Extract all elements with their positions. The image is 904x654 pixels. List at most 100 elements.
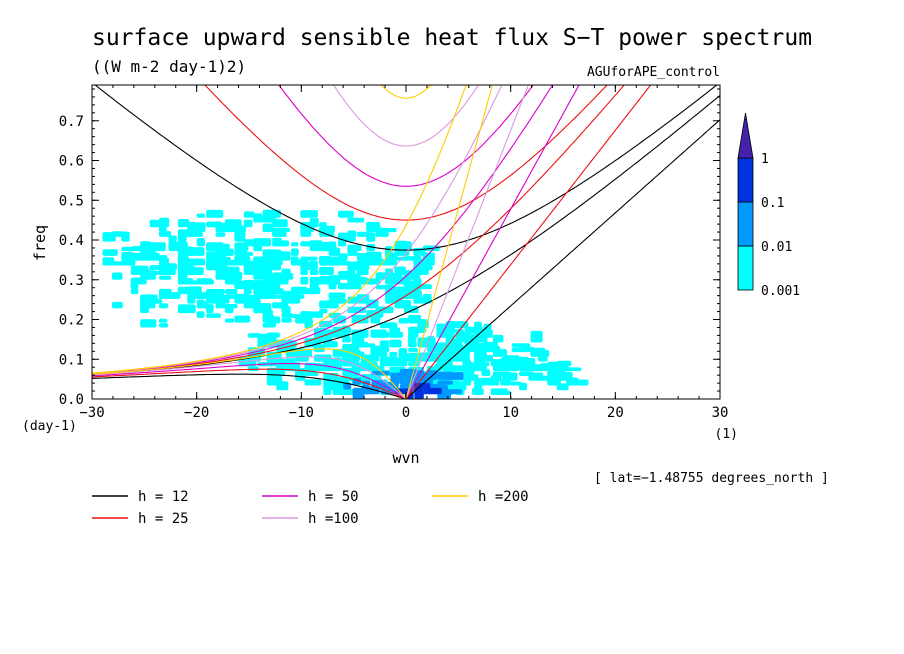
power-cell [290,242,299,247]
x-tick-label: −20 [184,405,209,421]
legend-item: h =200 [432,489,529,505]
rossby-curve-h100 [92,356,407,399]
power-cell [379,340,389,348]
power-cell [319,308,328,314]
power-cell [177,304,196,314]
power-cell [177,241,188,252]
power-cell [300,256,318,261]
power-cell [537,354,548,362]
power-cell [422,252,435,261]
power-cell [290,256,299,261]
power-cell [328,292,346,299]
power-cell [187,258,206,266]
power-cell [366,278,381,285]
power-cell [272,240,285,247]
y-tick-label: 0.7 [59,114,84,130]
colorbar-label: 0.1 [761,196,784,211]
power-cell [187,247,205,256]
power-cell [304,379,322,386]
power-cell [187,232,203,237]
power-cell [380,381,394,390]
power-cell [462,367,475,376]
power-cell [471,387,481,396]
legend-label: h = 12 [138,489,189,505]
power-cell [187,286,202,295]
power-heatmap [102,209,589,399]
power-cell [379,322,398,329]
power-cell [366,243,376,252]
power-cell [483,341,498,348]
power-cell [332,349,345,357]
power-cell [313,344,325,353]
power-cell [140,268,151,275]
x-tick-label: −10 [289,405,314,421]
kelvin-curve-h50 [405,85,580,399]
power-cell [177,219,190,228]
power-cell [509,365,520,372]
power-cell [206,304,214,314]
rossby-curve-h200 [92,348,407,399]
latitude-footnote: [ lat=−1.48755 degrees_north ] [594,471,829,486]
power-cell [511,343,531,348]
power-cell [262,309,273,318]
power-cell [253,238,272,247]
power-cell [347,217,365,223]
power-cell [509,381,523,386]
ig-curve-h50 [278,85,534,187]
power-cell [556,360,572,367]
power-cell [403,305,419,314]
power-cell [158,255,168,261]
dispersion-25 [92,85,652,399]
ig-curve-h100 [332,85,480,147]
power-cell [464,333,475,343]
power-cell [398,317,409,324]
power-cell [389,331,404,338]
y-tick-label: 0.4 [59,233,84,249]
power-cell [423,387,442,395]
power-cell [102,257,115,266]
power-cell [319,320,333,328]
power-cell [556,383,569,391]
power-cell [500,390,512,396]
power-cell [319,222,327,228]
power-cell [215,303,226,309]
power-cell [281,306,291,314]
power-cell [300,269,308,275]
colorbar-top-triangle [737,112,754,159]
power-cell [196,299,205,304]
legend-item: h = 50 [262,489,359,505]
mrg-curve-h50 [92,85,554,375]
power-cell [337,240,347,247]
power-cell [149,298,163,304]
y-tick-label: 0.2 [59,313,84,329]
x-axis: −30 −20 −10 0 10 20 30 [79,85,728,421]
power-cell [371,370,390,376]
ig-curve-h12 [94,85,718,251]
power-cell [272,249,282,256]
power-cell [366,299,379,309]
power-cell [492,334,504,343]
power-cell [130,288,139,295]
power-cell [140,319,157,328]
power-cell [328,275,341,285]
power-cell [379,331,390,338]
power-cell [434,363,443,372]
power-cell [243,219,253,228]
power-cell [243,239,255,247]
power-cell [347,230,357,237]
power-cell [234,255,249,261]
power-cell [437,380,453,385]
power-cell [422,294,432,299]
power-cell [281,240,290,247]
power-cell [266,316,281,324]
x-tick-label: 20 [607,405,624,421]
dispersion-200 [92,85,494,399]
power-cell [394,266,406,275]
power-cell [351,329,369,338]
power-cell [224,266,240,275]
power-cell [187,221,196,228]
power-cell [262,322,276,328]
power-cell [500,371,511,376]
power-cell [474,342,485,353]
power-cell [366,232,376,242]
